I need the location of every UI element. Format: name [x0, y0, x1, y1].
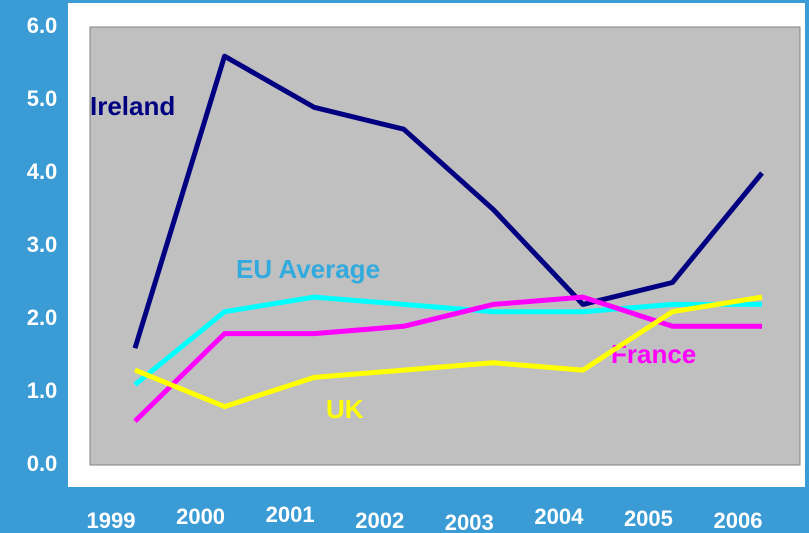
x-tick-label: 1999 [87, 508, 136, 533]
y-tick-label: 0.0 [27, 451, 58, 476]
series-line [133, 294, 762, 387]
y-tick-label: 3.0 [27, 232, 58, 257]
plot-area [89, 26, 801, 466]
y-tick-label: 5.0 [27, 86, 58, 111]
x-tick-label: 2003 [445, 510, 494, 533]
x-tick-label: 2006 [714, 508, 763, 533]
series-line [134, 294, 763, 410]
x-tick-label: 2001 [266, 502, 315, 527]
x-tick-label: 2004 [534, 504, 584, 529]
y-tick-label: 6.0 [27, 13, 58, 38]
x-tick-label: 2000 [176, 504, 225, 529]
series-label: UK [326, 394, 364, 424]
series-line [132, 53, 764, 349]
x-tick-label: 2002 [355, 508, 404, 533]
y-tick-label: 1.0 [27, 378, 58, 403]
y-tick-label: 2.0 [27, 305, 58, 330]
y-tick-label: 4.0 [27, 159, 58, 184]
series-label: EU Average [236, 254, 380, 284]
series-label: Ireland [90, 91, 175, 121]
x-tick-label: 2005 [624, 506, 673, 531]
